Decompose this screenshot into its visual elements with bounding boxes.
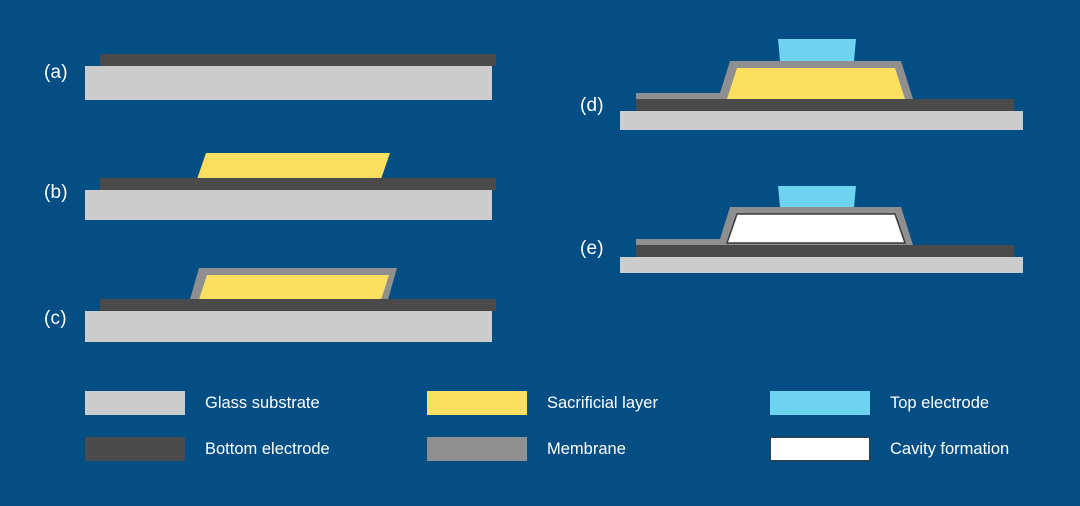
legend-item-top-electrode: Top electrode	[770, 380, 1080, 426]
bottom-electrode-layer	[636, 245, 1014, 257]
legend-label: Sacrificial layer	[547, 393, 658, 412]
legend-label: Glass substrate	[205, 393, 320, 412]
legend: Glass substrate Bottom electrode Sacrifi…	[0, 380, 1080, 480]
legend-item-cavity-formation: Cavity formation	[770, 426, 1080, 472]
legend-item-sacrificial-layer: Sacrificial layer	[427, 380, 767, 426]
legend-label: Bottom electrode	[205, 439, 330, 458]
bottom-electrode-layer	[100, 299, 496, 311]
bottom-electrode-layer	[636, 99, 1014, 111]
panel-label-c: (c)	[44, 308, 67, 329]
legend-label: Membrane	[547, 439, 626, 458]
cavity-formation-swatch	[770, 437, 870, 461]
sacrificial-layer-shape	[727, 68, 905, 99]
top-electrode-swatch	[770, 391, 870, 415]
panel-diagram-d	[620, 39, 1023, 130]
sacrificial-layer-shape	[198, 275, 389, 303]
sacrificial-layer-swatch	[427, 391, 527, 415]
panel-diagram-a	[85, 54, 496, 100]
glass-substrate-layer	[620, 257, 1023, 273]
glass-substrate-layer	[85, 66, 492, 100]
panel-label-e: (e)	[580, 238, 604, 259]
panel-diagram-b	[85, 153, 496, 220]
legend-column-2: Sacrificial layer Membrane	[427, 380, 767, 472]
legend-label: Cavity formation	[890, 439, 1010, 458]
legend-item-glass-substrate: Glass substrate	[85, 380, 425, 426]
panel-label-d: (d)	[580, 95, 604, 116]
glass-substrate-swatch	[85, 391, 185, 415]
panel-label-a: (a)	[44, 62, 68, 83]
top-electrode-shape	[778, 186, 856, 207]
bottom-electrode-layer	[100, 54, 496, 66]
legend-column-3: Top electrode Cavity formation	[770, 380, 1080, 472]
panel-diagram-e	[620, 186, 1023, 273]
glass-substrate-layer	[85, 311, 492, 342]
legend-item-membrane: Membrane	[427, 426, 767, 472]
glass-substrate-layer	[620, 111, 1023, 130]
membrane-swatch	[427, 437, 527, 461]
glass-substrate-layer	[85, 190, 492, 220]
bottom-electrode-swatch	[85, 437, 185, 461]
legend-column-1: Glass substrate Bottom electrode	[85, 380, 425, 472]
panel-diagram-c	[85, 268, 496, 342]
panel-label-b: (b)	[44, 182, 68, 203]
bottom-electrode-layer	[100, 178, 496, 190]
sacrificial-layer-shape	[196, 153, 390, 182]
top-electrode-shape	[778, 39, 856, 61]
cavity-formation-shape	[725, 213, 907, 244]
legend-item-bottom-electrode: Bottom electrode	[85, 426, 425, 472]
legend-label: Top electrode	[890, 393, 990, 412]
